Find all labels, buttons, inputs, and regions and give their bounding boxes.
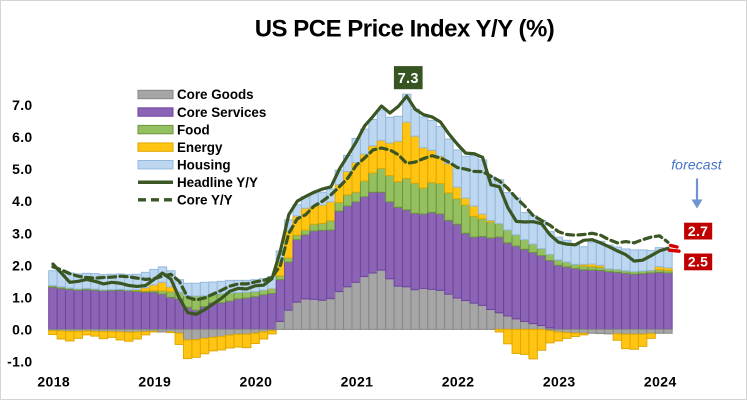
svg-text:Core Goods: Core Goods [177,87,254,102]
svg-text:2023: 2023 [543,374,576,390]
svg-text:2024: 2024 [644,374,677,390]
svg-text:7.3: 7.3 [398,71,419,87]
svg-text:Headline Y/Y: Headline Y/Y [177,175,258,190]
svg-text:-1.0: -1.0 [7,353,32,369]
svg-text:2.5: 2.5 [688,254,708,270]
svg-text:2020: 2020 [240,374,273,390]
svg-text:6.0: 6.0 [12,129,32,145]
svg-text:2018: 2018 [37,374,70,390]
svg-text:2022: 2022 [442,374,475,390]
svg-text:3.0: 3.0 [12,225,32,241]
svg-text:2019: 2019 [138,374,171,390]
svg-text:forecast: forecast [671,157,723,173]
svg-text:7.0: 7.0 [12,97,32,113]
svg-text:Housing: Housing [177,157,231,172]
svg-text:Core Services: Core Services [177,105,266,120]
svg-text:Food: Food [177,122,210,137]
svg-text:4.0: 4.0 [12,193,32,209]
svg-text:2021: 2021 [341,374,374,390]
svg-text:1.0: 1.0 [12,289,32,305]
svg-text:5.0: 5.0 [12,161,32,177]
svg-text:Energy: Energy [177,140,223,155]
svg-text:0.0: 0.0 [12,321,32,337]
svg-text:US PCE Price Index Y/Y (%): US PCE Price Index Y/Y (%) [255,16,555,43]
svg-text:2.7: 2.7 [688,223,708,239]
svg-text:2.0: 2.0 [12,257,32,273]
svg-text:Core Y/Y: Core Y/Y [177,193,233,208]
